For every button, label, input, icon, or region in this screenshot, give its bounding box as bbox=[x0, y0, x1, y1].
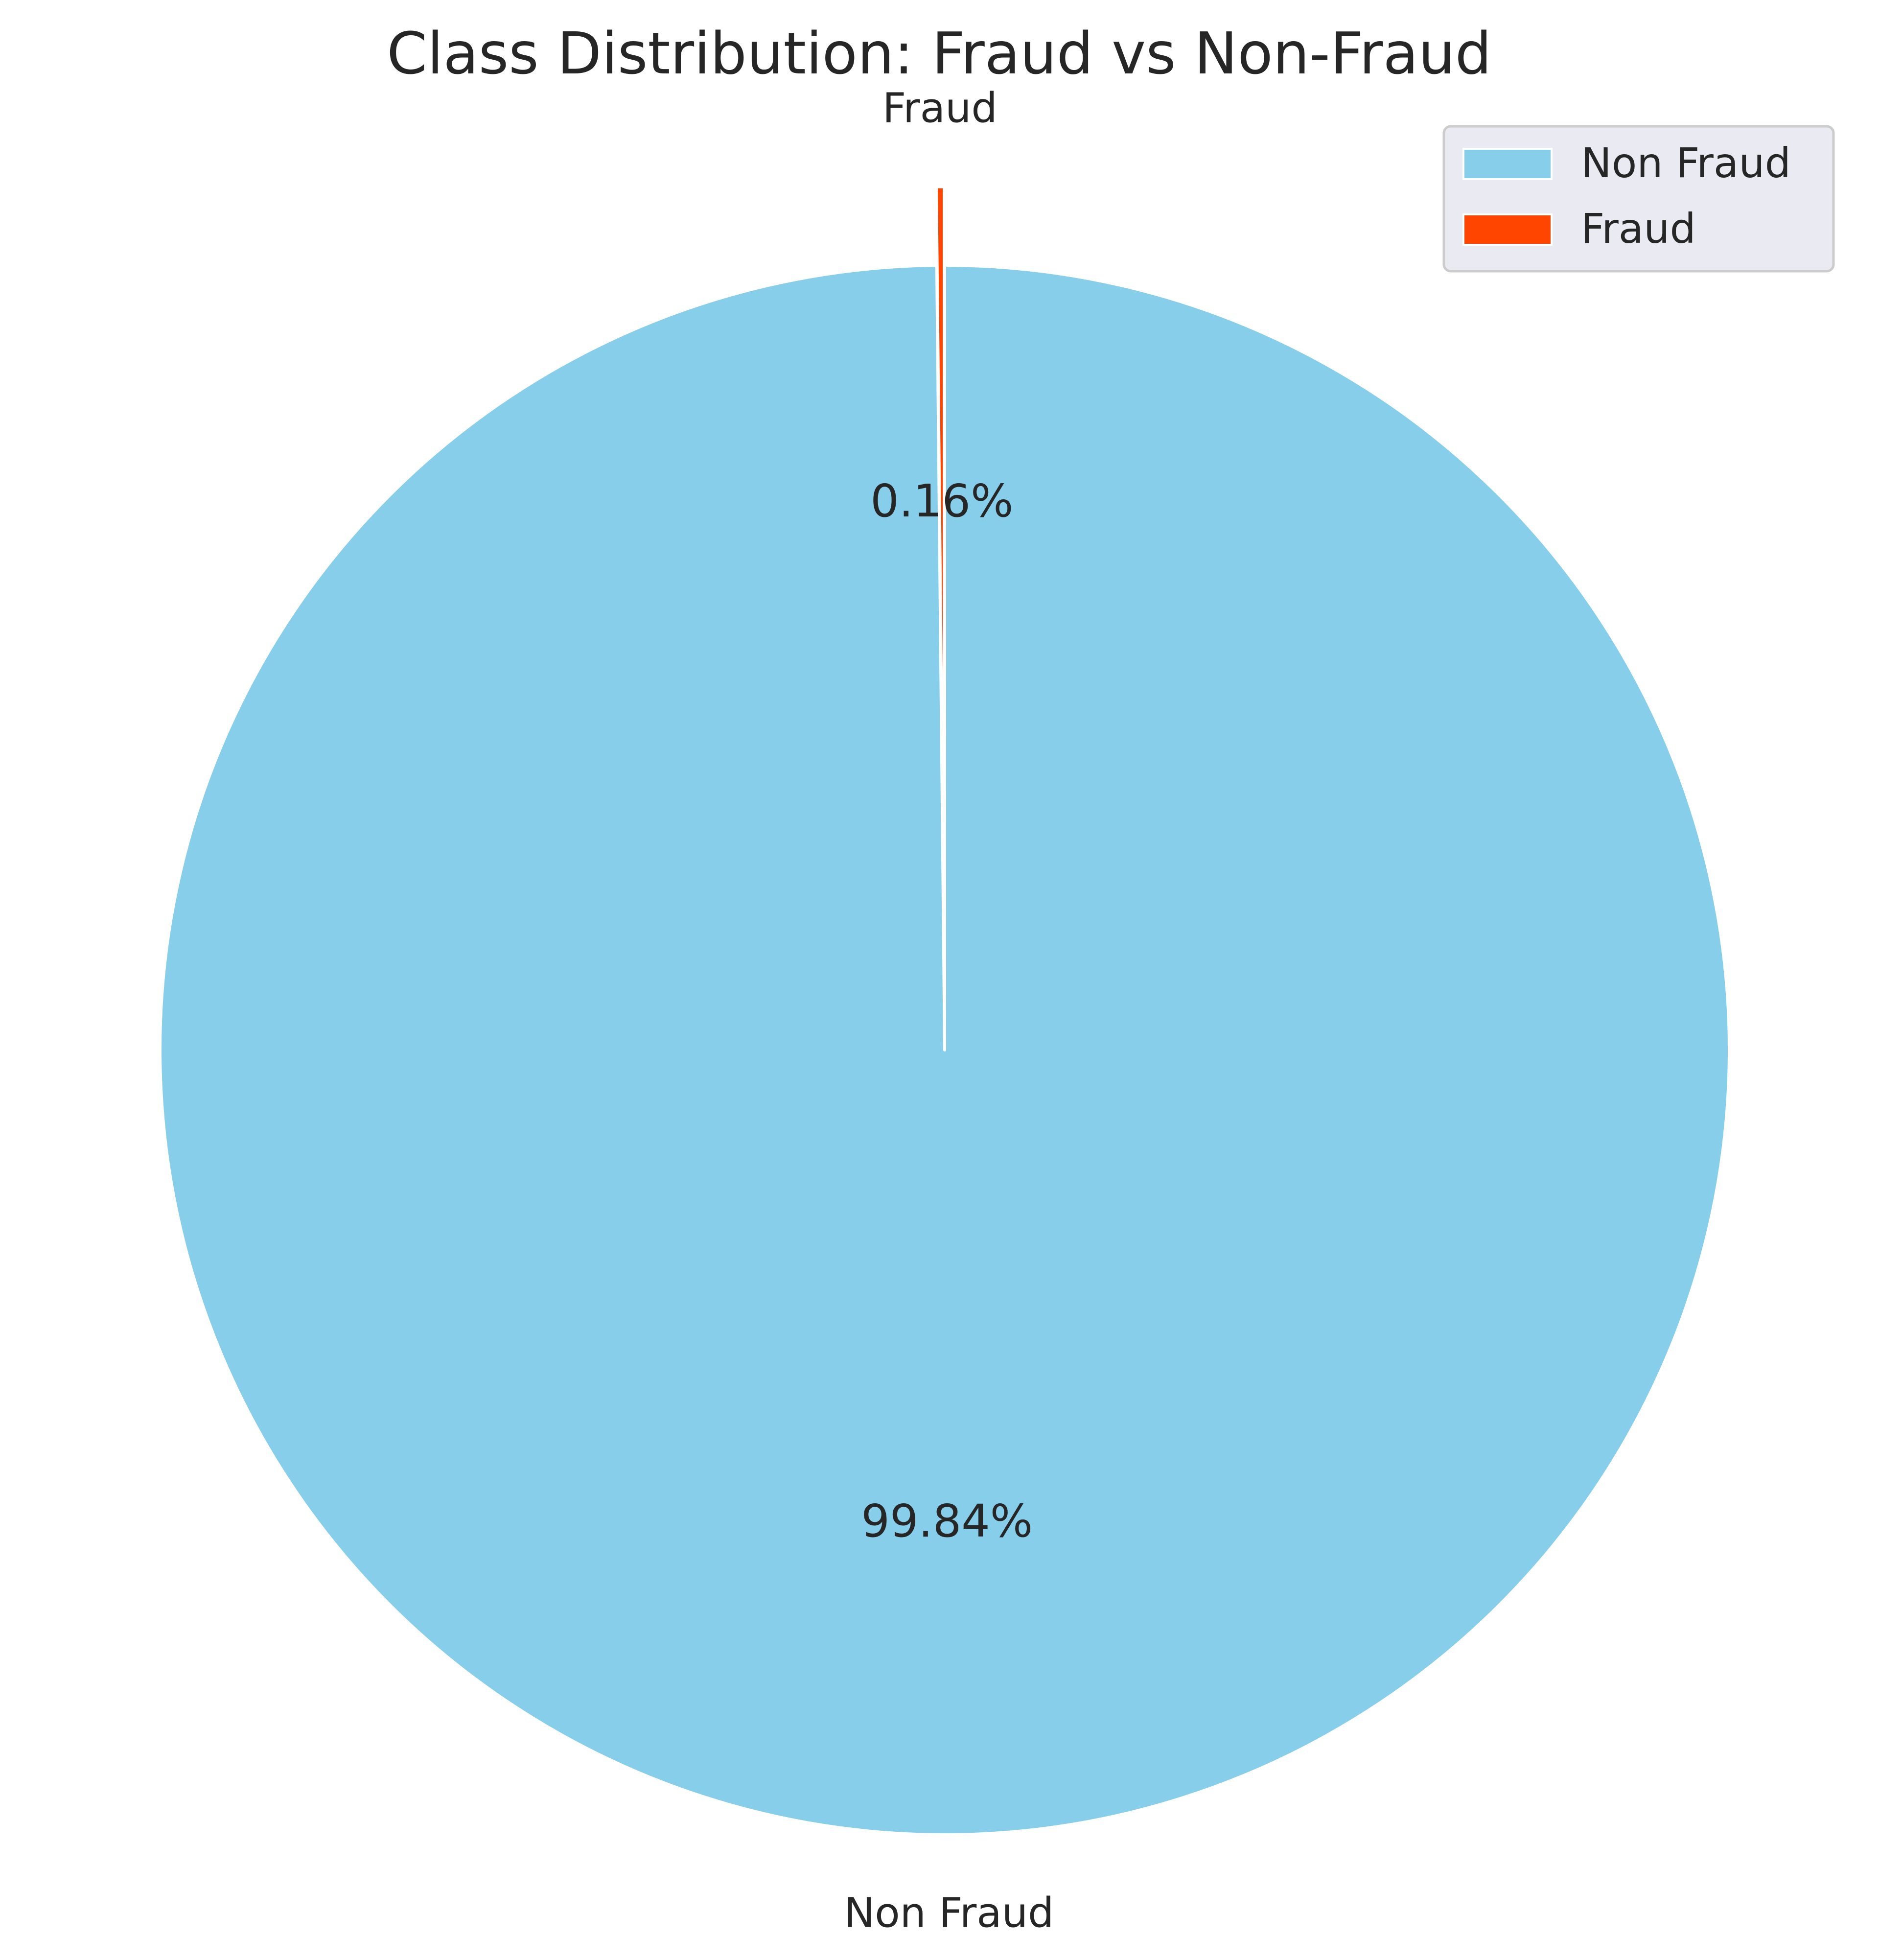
slice-label-fraud: Fraud bbox=[882, 84, 997, 132]
legend-label-non-fraud: Non Fraud bbox=[1581, 139, 1791, 187]
legend-swatch-non-fraud bbox=[1462, 148, 1553, 180]
pie-labels: Non Fraud 99.84% Fraud 0.16% bbox=[844, 84, 1054, 1937]
pie-slice-fraud bbox=[935, 185, 946, 973]
pie-slice-non-fraud bbox=[159, 264, 1731, 1836]
pie-slices bbox=[159, 185, 1731, 1836]
chart-title: Class Distribution: Fraud vs Non-Fraud bbox=[387, 20, 1491, 87]
slice-label-non-fraud: Non Fraud bbox=[844, 1889, 1054, 1937]
legend-label-fraud: Fraud bbox=[1581, 205, 1696, 253]
slice-pct-fraud: 0.16% bbox=[870, 475, 1013, 527]
slice-pct-non-fraud: 99.84% bbox=[861, 1495, 1033, 1547]
legend-swatch-fraud bbox=[1462, 213, 1553, 246]
legend: Non Fraud Fraud bbox=[1442, 125, 1835, 273]
